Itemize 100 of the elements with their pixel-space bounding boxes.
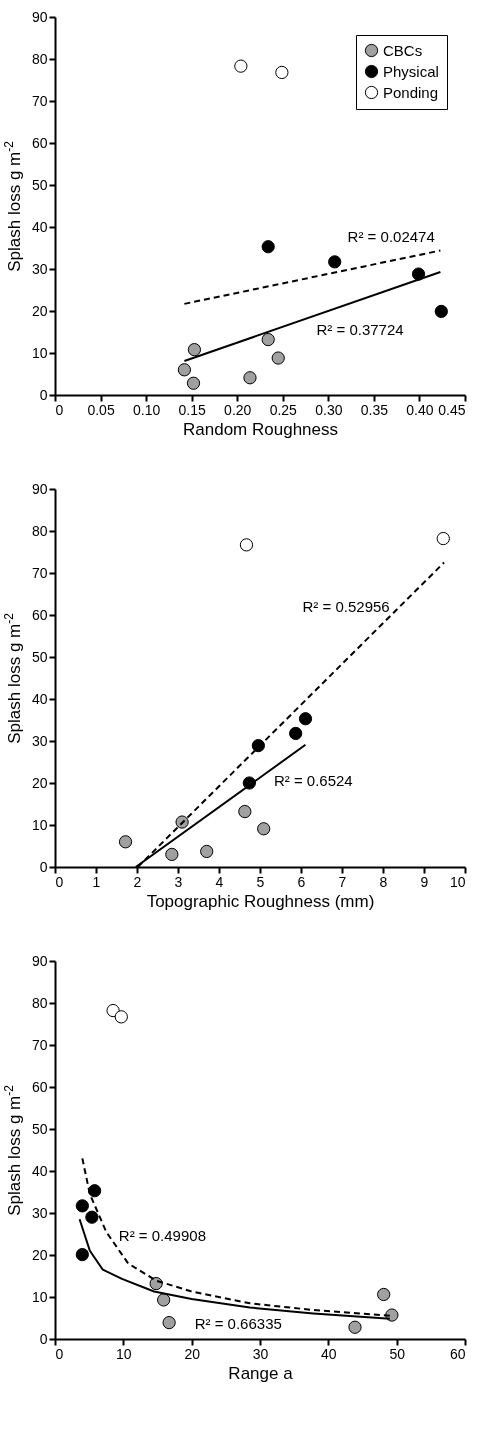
y-tick-label: 10 <box>31 816 48 833</box>
x-tick-label: 0 <box>55 1345 64 1362</box>
y-tick-label: 80 <box>31 994 48 1011</box>
y-tick-label: 30 <box>31 260 48 277</box>
point <box>200 844 214 859</box>
y-tick-label: 10 <box>31 1288 48 1305</box>
x-tick-label: 0.40 <box>406 401 434 418</box>
point <box>118 835 133 849</box>
point <box>157 1293 171 1307</box>
x-tick-label: 0.25 <box>269 401 298 418</box>
point <box>257 822 271 836</box>
x-axis-title: Range a <box>228 1363 294 1383</box>
annotation: R² = 0.52956 <box>302 597 390 615</box>
point <box>165 847 179 862</box>
y-tick-label: 70 <box>31 1036 48 1053</box>
x-tick-label: 0 <box>55 873 64 890</box>
x-tick-label: 20 <box>184 1345 201 1362</box>
x-tick-label: 7 <box>338 873 347 890</box>
x-tick-label: 0.15 <box>178 401 206 418</box>
y-tick-label: 80 <box>31 522 48 539</box>
annotation: R² = 0.37724 <box>316 320 404 338</box>
y-tick-label: 90 <box>31 480 48 497</box>
y-tick-label: 0 <box>39 386 48 403</box>
point <box>85 1210 99 1224</box>
point <box>436 531 450 546</box>
y-tick-label: 50 <box>31 648 48 665</box>
y-tick-label: 50 <box>31 176 48 193</box>
x-tick-label: 60 <box>449 1345 466 1362</box>
point <box>243 371 257 385</box>
point <box>114 1010 128 1024</box>
legend-label: Physical <box>383 62 439 80</box>
y-tick-label: 40 <box>31 1162 48 1179</box>
x-tick-label: 5 <box>256 873 265 890</box>
y-tick-label: 50 <box>31 1120 48 1137</box>
annotation: R² = 0.66335 <box>194 1315 282 1333</box>
y-tick-label: 40 <box>31 218 48 235</box>
y-tick-label: 70 <box>31 92 48 109</box>
y-tick-label: 60 <box>31 606 48 623</box>
point <box>298 712 313 726</box>
x-tick-label: 10 <box>116 1345 132 1362</box>
y-tick-label: 30 <box>31 732 48 749</box>
point <box>75 1199 89 1213</box>
point <box>234 59 248 73</box>
point <box>275 65 289 80</box>
point <box>177 363 191 377</box>
point <box>328 255 342 269</box>
x-axis-title: Topographic Roughness (mm) <box>146 891 375 911</box>
x-tick-label: 9 <box>420 873 429 890</box>
x-tick-label: 0.35 <box>360 401 389 418</box>
point <box>239 538 254 552</box>
x-tick-label: 3 <box>174 873 183 890</box>
x-tick-label: 0.45 <box>438 401 466 418</box>
point <box>261 332 275 347</box>
y-tick-label: 0 <box>39 858 48 875</box>
point <box>348 1320 362 1334</box>
x-tick-label: 1 <box>92 873 101 890</box>
point <box>162 1316 176 1330</box>
y-tick-label: 20 <box>31 1246 48 1263</box>
x-tick-label: 30 <box>252 1345 269 1362</box>
point <box>88 1184 102 1198</box>
x-tick-label: 8 <box>379 873 388 890</box>
x-tick-label: 4 <box>215 873 224 890</box>
y-tick-label: 70 <box>31 564 48 581</box>
point <box>187 343 202 357</box>
y-tick-label: 10 <box>31 344 48 361</box>
y-tick-label: 90 <box>31 952 48 969</box>
y-tick-label: 0 <box>39 1330 48 1347</box>
y-tick-label: 60 <box>31 1078 48 1095</box>
x-tick-label: 40 <box>321 1345 337 1362</box>
point <box>75 1247 89 1262</box>
y-tick-label: 20 <box>31 302 48 319</box>
y-tick-label: 40 <box>31 690 48 707</box>
legend-label: CBCs <box>383 41 423 59</box>
point <box>377 1287 391 1302</box>
x-tick-label: 0.20 <box>224 401 252 418</box>
x-tick-label: 2 <box>133 873 142 890</box>
legend-label: Ponding <box>383 83 439 101</box>
point <box>261 240 275 254</box>
x-tick-label: 50 <box>389 1345 406 1362</box>
x-tick-label: 6 <box>297 873 306 890</box>
annotation: R² = 0.49908 <box>118 1226 206 1244</box>
point <box>434 304 448 319</box>
annotation: R² = 0.02474 <box>347 228 435 246</box>
y-tick-label: 60 <box>31 134 48 151</box>
x-tick-label: 0 <box>55 401 64 418</box>
x-tick-label: 0.05 <box>87 401 115 418</box>
x-tick-label: 0.10 <box>132 401 161 418</box>
x-tick-label: 0.30 <box>315 401 343 418</box>
y-tick-label: 90 <box>31 8 48 25</box>
x-axis-title: Random Roughness <box>183 419 338 439</box>
y-tick-label: 80 <box>31 50 48 67</box>
y-tick-label: 30 <box>31 1204 48 1221</box>
point <box>186 376 201 390</box>
point <box>271 351 285 365</box>
annotation: R² = 0.6524 <box>273 771 353 789</box>
y-tick-label: 20 <box>31 774 48 791</box>
point <box>289 726 303 741</box>
x-tick-label: 10 <box>449 873 466 890</box>
point <box>238 804 252 819</box>
point <box>251 739 265 753</box>
